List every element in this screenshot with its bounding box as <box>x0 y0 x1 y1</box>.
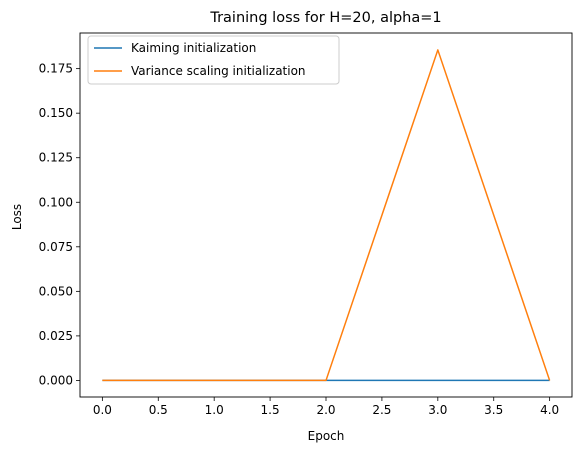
y-tick-label: 0.125 <box>39 151 73 165</box>
y-tick-label: 0.050 <box>39 284 73 298</box>
y-tick-label: 0.100 <box>39 195 73 209</box>
legend-label-variance-scaling: Variance scaling initialization <box>131 64 306 78</box>
plot-area: 0.0 0.5 1.0 1.5 2.0 2.5 3.0 3.5 4.0 0.0000.0250.… <box>39 32 573 417</box>
x-tick-label: 3.5 <box>484 403 503 417</box>
x-tick-label: 0.0 <box>93 403 112 417</box>
chart-title: Training loss for H=20, alpha=1 <box>209 10 441 26</box>
y-axis-label: Loss <box>10 204 24 230</box>
legend-label-kaiming: Kaiming initialization <box>131 41 256 55</box>
x-tick-label: 3.0 <box>428 403 447 417</box>
y-tick-label: 0.150 <box>39 106 73 120</box>
legend: Kaiming initialization Variance scaling … <box>87 35 340 85</box>
series-line-1 <box>102 49 551 382</box>
x-axis-ticks: 0.0 0.5 1.0 1.5 2.0 2.5 3.0 3.5 4.0 <box>93 397 559 417</box>
x-tick-label: 2.5 <box>372 403 391 417</box>
y-axis-ticks: 0.000 0.025 0.050 0.075 0.100 0.125 0.150 0.175 <box>39 62 80 387</box>
x-tick-label: 1.5 <box>261 403 280 417</box>
y-tick-label: 0.025 <box>39 329 73 343</box>
axes-frame <box>79 32 573 398</box>
x-tick-label: 1.0 <box>205 403 224 417</box>
y-tick-label: 0.075 <box>39 240 73 254</box>
x-axis-label: Epoch <box>308 429 345 443</box>
x-tick-label: 2.0 <box>316 403 335 417</box>
x-tick-label: 0.5 <box>149 403 168 417</box>
series-layer <box>102 49 551 382</box>
y-tick-label: 0.175 <box>39 62 73 76</box>
y-tick-label: 0.000 <box>39 373 73 387</box>
legend-box <box>87 35 340 85</box>
x-tick-label: 4.0 <box>540 403 559 417</box>
